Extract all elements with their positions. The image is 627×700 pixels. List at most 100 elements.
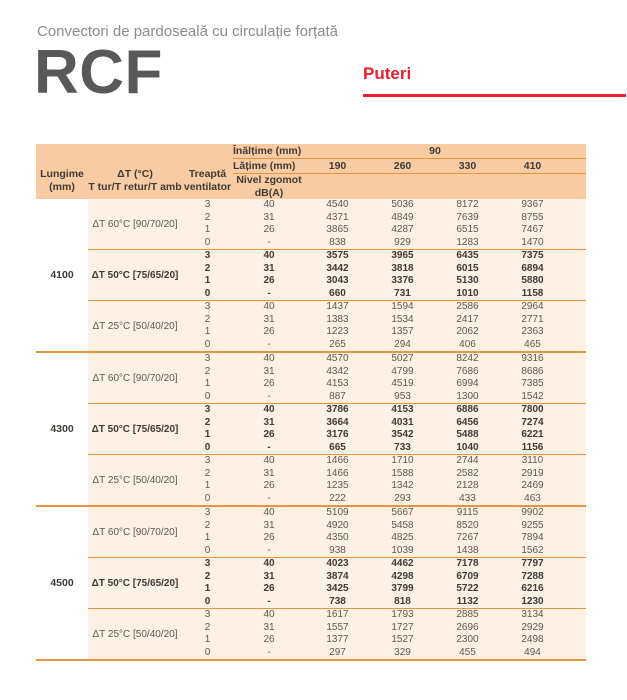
delta-t-block: ΔT 50°C [75/65/20] 3 40 3786 4153 6886 7800 2 31… xyxy=(88,403,586,454)
column-header-treapta: Treaptă ventilator xyxy=(183,167,232,194)
power-value-cell: 1230 xyxy=(521,595,544,607)
power-value-cell: 1594 xyxy=(391,301,414,312)
table-row: 1 26 1223 1357 2062 2363 xyxy=(182,326,586,339)
power-value-cell: 7686 xyxy=(456,365,479,377)
table-row: 3 40 4023 4462 7178 7797 xyxy=(182,558,586,571)
power-value-cell: 2417 xyxy=(456,313,479,325)
filler-cell xyxy=(565,326,586,339)
power-value-cell: 7375 xyxy=(521,250,544,261)
power-value-cell: 4825 xyxy=(391,532,414,543)
noise-header-row: Nivel zgomot dB(A) xyxy=(233,174,586,199)
noise-level-cell: - xyxy=(267,595,271,607)
power-value-cell: 953 xyxy=(394,390,411,402)
noise-level-cell: 40 xyxy=(263,609,275,620)
power-value-cell: 1534 xyxy=(391,313,414,325)
power-value-cell: 2696 xyxy=(456,621,479,633)
noise-level-cell: - xyxy=(267,390,271,402)
power-value-cell: 1710 xyxy=(391,455,414,466)
fan-speed-cell: 0 xyxy=(204,595,211,607)
product-code-title: RCF xyxy=(34,38,163,107)
table-row: 2 31 4920 5458 8520 9255 xyxy=(182,520,586,533)
table-header-right: Înălțime (mm) 90 Lățime (mm) 190 260 330… xyxy=(233,144,586,199)
delta-t-label: ΔT 25°C [50/40/20] xyxy=(92,320,178,332)
power-value-cell: 7288 xyxy=(521,570,544,582)
height-header-row: Înălțime (mm) 90 xyxy=(233,144,586,159)
section-title: Puteri xyxy=(363,64,412,83)
filler-cell xyxy=(565,634,586,647)
length-group-rows: ΔT 60°C [90/70/20] 3 40 4540 5036 8172 9367 2 31… xyxy=(88,199,586,351)
power-value-cell: 1132 xyxy=(456,595,479,607)
power-value-cell: 2771 xyxy=(521,313,544,325)
width-header-row: Lățime (mm) 190 260 330 410 xyxy=(233,159,586,174)
filler-cell xyxy=(565,480,586,493)
power-value-cell: 1466 xyxy=(326,467,349,479)
power-value-cell: 1588 xyxy=(391,467,414,479)
power-value-cell: 8172 xyxy=(456,199,479,210)
table-row: 2 31 4342 4799 7686 8686 xyxy=(182,366,586,379)
delta-t-rows: 3 40 4023 4462 7178 7797 2 31 3874 4298 6709 7288 1 2… xyxy=(182,558,586,608)
power-value-cell: 660 xyxy=(329,287,346,299)
table-row: 2 31 1383 1534 2417 2771 xyxy=(182,314,586,327)
table-row: 2 31 1466 1588 2582 2919 xyxy=(182,468,586,481)
filler-cell xyxy=(565,493,586,506)
power-value-cell: 3965 xyxy=(391,250,414,261)
power-value-cell: 8242 xyxy=(456,353,479,364)
delta-t-label: ΔT 60°C [90/70/20] xyxy=(92,526,178,538)
filler-cell xyxy=(565,353,586,366)
table-row: 0 - 265 294 406 465 xyxy=(182,339,586,352)
noise-level-cell: 26 xyxy=(263,429,275,440)
power-value-cell: 3575 xyxy=(326,250,349,261)
filler-cell xyxy=(565,301,586,314)
table-header: Lungime (mm) ΔT (°C) T tur/T retur/T amb… xyxy=(36,144,586,199)
table-row: 2 31 3664 4031 6456 7274 xyxy=(182,417,586,430)
power-value-cell: 1542 xyxy=(521,390,544,402)
power-value-cell: 7800 xyxy=(521,404,544,415)
power-value-cell: 1357 xyxy=(391,326,414,337)
power-value-cell: 4849 xyxy=(391,211,414,223)
power-value-cell: 2498 xyxy=(521,634,544,645)
power-value-cell: 2964 xyxy=(521,301,544,312)
fan-speed-cell: 1 xyxy=(204,583,211,594)
fan-speed-cell: 1 xyxy=(204,480,211,491)
power-value-cell: 2062 xyxy=(456,326,479,337)
fan-speed-cell: 0 xyxy=(204,544,211,556)
power-value-cell: 1617 xyxy=(326,609,349,620)
table-row: 2 31 3442 3818 6015 6894 xyxy=(182,263,586,276)
noise-level-cell: 31 xyxy=(263,416,275,428)
filler-cell xyxy=(565,545,586,558)
power-value-cell: 2885 xyxy=(456,609,479,620)
table-row: 1 26 4153 4519 6994 7385 xyxy=(182,378,586,391)
power-value-cell: 6994 xyxy=(456,378,479,389)
table-row: 1 26 3865 4287 6515 7467 xyxy=(182,224,586,237)
noise-level-cell: - xyxy=(267,441,271,453)
power-value-cell: 494 xyxy=(524,646,541,658)
filler-cell xyxy=(565,468,586,481)
noise-level-cell: 26 xyxy=(263,480,275,491)
noise-level-cell: - xyxy=(267,646,271,658)
filler-cell xyxy=(565,199,586,212)
width-column-330: 330 xyxy=(458,160,477,172)
table-row: 1 26 3043 3376 5130 5880 xyxy=(182,275,586,288)
fan-speed-cell: 0 xyxy=(204,287,211,299)
power-value-cell: 731 xyxy=(394,287,411,299)
delta-t-block: ΔT 50°C [75/65/20] 3 40 4023 4462 7178 7797 2 31… xyxy=(88,557,586,608)
power-value-cell: 5458 xyxy=(391,519,414,531)
length-group-rows: ΔT 60°C [90/70/20] 3 40 4570 5027 8242 9316 2 31… xyxy=(88,353,586,505)
filler-cell xyxy=(565,622,586,635)
power-value-cell: 9367 xyxy=(521,199,544,210)
filler-cell xyxy=(565,288,586,301)
fan-speed-cell: 2 xyxy=(204,519,211,531)
section-title-rule xyxy=(363,94,626,97)
width-column-190: 190 xyxy=(328,160,347,172)
noise-level-cell: 31 xyxy=(263,262,275,274)
power-value-cell: 6515 xyxy=(456,224,479,235)
filler-cell xyxy=(565,391,586,404)
noise-level-cell: 31 xyxy=(263,313,275,325)
fan-speed-cell: 3 xyxy=(204,455,211,466)
fan-speed-cell: 2 xyxy=(204,262,211,274)
fan-speed-cell: 1 xyxy=(204,634,211,645)
table-row: 1 26 3425 3799 5722 6216 xyxy=(182,583,586,596)
table-row: 3 40 4540 5036 8172 9367 xyxy=(182,199,586,212)
power-value-cell: 4540 xyxy=(326,199,349,210)
power-value-cell: 838 xyxy=(329,236,346,248)
